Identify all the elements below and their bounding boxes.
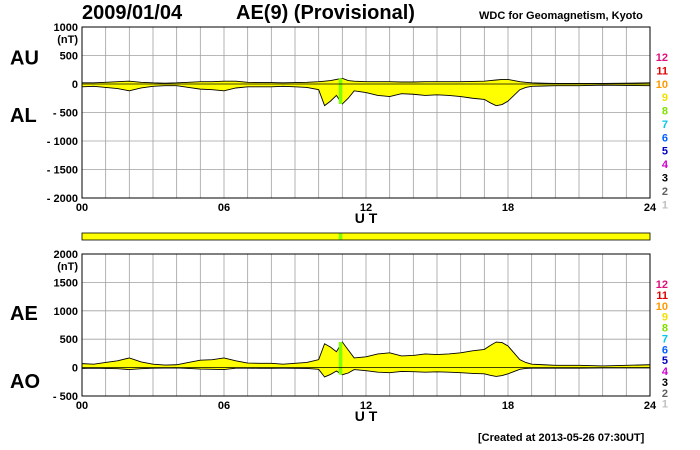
top-ytick-label: 1000: [54, 22, 78, 34]
chart-date: 2009/01/04: [82, 2, 183, 24]
bottom-xtick-label: 12: [360, 400, 372, 412]
bottom-lower-series-label: AO: [10, 371, 40, 393]
bottom-xtick-label: 06: [218, 400, 230, 412]
station-legend-5: 5: [662, 355, 668, 367]
bottom-xtick-label: 18: [502, 400, 514, 412]
top-series-line-al: [81, 84, 651, 107]
top-xaxis-label: U T: [355, 210, 378, 226]
top-xtick-label: 12: [360, 202, 372, 214]
data-source: WDC for Geomagnetism, Kyoto: [479, 10, 643, 22]
station-legend-12: 12: [656, 52, 668, 64]
top-xtick-label: 06: [218, 202, 230, 214]
top-plot-frame: [81, 26, 651, 199]
station-legend-4: 4: [662, 366, 669, 378]
station-legend-9: 9: [662, 92, 668, 104]
data-coverage-highlight: [338, 233, 343, 240]
bottom-area-fill: [82, 342, 650, 377]
top-ytick-label: - 500: [53, 108, 78, 120]
station-legend-8: 8: [662, 106, 668, 118]
top-lower-series-label: AL: [10, 105, 37, 127]
station-legend-5: 5: [662, 146, 668, 158]
station-legend-12: 12: [656, 279, 668, 291]
bottom-xtick-label: 00: [76, 400, 88, 412]
created-timestamp: [Created at 2013-05-26 07:30UT]: [478, 432, 645, 444]
station-legend-3: 3: [662, 172, 668, 184]
data-coverage-bar: [81, 232, 651, 241]
station-legend-8: 8: [662, 323, 668, 335]
bottom-plot-frame: [81, 253, 651, 397]
station-legend-4: 4: [662, 159, 669, 171]
station-legend-6: 6: [662, 132, 668, 144]
top-area-fill: [82, 78, 650, 106]
top-xtick-label: 24: [644, 202, 657, 214]
chart-title: AE(9) (Provisional): [236, 2, 415, 24]
bottom-series-line-ao: [81, 367, 650, 378]
bottom-ytick-label: 1000: [54, 306, 78, 318]
top-ytick-label: - 1000: [47, 136, 78, 148]
top-ytick-label: - 2000: [47, 193, 78, 205]
top-upper-series-label: AU: [10, 47, 39, 69]
bottom-ytick-label: 2000: [54, 249, 78, 261]
bottom-ytick-label: 1500: [54, 277, 78, 289]
bottom-xaxis-label: U T: [355, 408, 378, 424]
station-legend-11: 11: [656, 65, 668, 77]
station-legend-1: 1: [662, 199, 668, 211]
top-unit-label: (nT): [57, 34, 78, 46]
station-legend-9: 9: [662, 312, 668, 324]
station-legend-6: 6: [662, 344, 668, 356]
station-legend-7: 7: [662, 119, 668, 131]
top-ytick-label: 0: [72, 79, 78, 91]
bottom-upper-series-label: AE: [10, 303, 38, 325]
station-legend-7: 7: [662, 333, 668, 345]
bottom-highlight-stripe: [338, 342, 343, 375]
station-legend-3: 3: [662, 377, 668, 389]
station-legend-1: 1: [662, 399, 668, 411]
bottom-ytick-label: 500: [60, 334, 78, 346]
top-ytick-label: 500: [60, 51, 78, 63]
top-highlight-stripe: [338, 78, 343, 104]
bottom-xtick-label: 24: [644, 400, 657, 412]
bottom-unit-label: (nT): [57, 261, 78, 273]
bottom-ytick-label: - 500: [53, 391, 78, 403]
top-series-line-au: [82, 77, 651, 84]
bottom-series-line-ae: [81, 341, 651, 367]
top-ytick-label: - 1500: [47, 165, 78, 177]
station-legend-10: 10: [656, 79, 668, 91]
station-legend-10: 10: [656, 301, 668, 313]
bottom-ytick-label: 0: [72, 363, 78, 375]
station-legend-11: 11: [656, 290, 668, 302]
top-xtick-label: 18: [502, 202, 514, 214]
top-xtick-label: 00: [76, 202, 88, 214]
station-legend-2: 2: [662, 186, 668, 198]
station-legend-2: 2: [662, 388, 668, 400]
